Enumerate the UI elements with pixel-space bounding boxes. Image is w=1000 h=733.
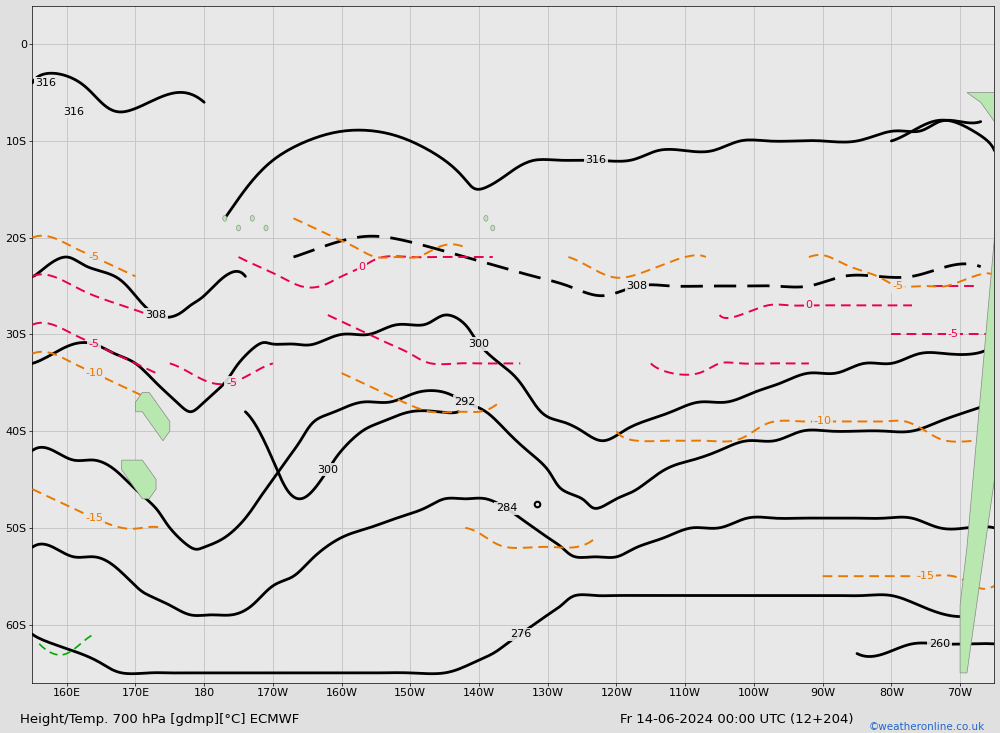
Polygon shape — [122, 460, 156, 499]
Text: Fr 14-06-2024 00:00 UTC (12+204): Fr 14-06-2024 00:00 UTC (12+204) — [620, 712, 854, 726]
Text: 300: 300 — [469, 339, 490, 349]
Text: 316: 316 — [585, 155, 606, 166]
Circle shape — [264, 225, 268, 231]
Text: 276: 276 — [510, 629, 531, 639]
Text: ©weatheronline.co.uk: ©weatheronline.co.uk — [869, 721, 985, 732]
Text: 0: 0 — [805, 301, 812, 310]
Polygon shape — [135, 392, 170, 441]
Text: -15: -15 — [917, 571, 935, 581]
Text: -10: -10 — [814, 416, 832, 427]
Text: -10: -10 — [85, 368, 103, 378]
Circle shape — [491, 225, 495, 231]
Text: 260: 260 — [929, 639, 950, 649]
Text: 284: 284 — [496, 504, 517, 514]
Text: -5: -5 — [893, 281, 904, 291]
Text: 308: 308 — [627, 281, 648, 291]
Circle shape — [484, 216, 488, 221]
Text: 0: 0 — [359, 262, 366, 272]
Text: -5: -5 — [226, 377, 237, 388]
Text: -5: -5 — [89, 339, 100, 349]
Circle shape — [223, 216, 227, 221]
Text: -15: -15 — [85, 513, 103, 523]
Text: 300: 300 — [317, 465, 338, 475]
Text: Height/Temp. 700 hPa [gdmp][°C] ECMWF: Height/Temp. 700 hPa [gdmp][°C] ECMWF — [20, 712, 299, 726]
Polygon shape — [960, 92, 994, 673]
Circle shape — [236, 225, 241, 231]
Text: 316: 316 — [63, 107, 84, 117]
Text: 292: 292 — [455, 397, 476, 407]
Circle shape — [250, 216, 254, 221]
Text: 316: 316 — [36, 78, 57, 88]
Text: -5: -5 — [948, 329, 959, 339]
Text: 308: 308 — [145, 310, 167, 320]
Text: -5: -5 — [89, 252, 100, 262]
